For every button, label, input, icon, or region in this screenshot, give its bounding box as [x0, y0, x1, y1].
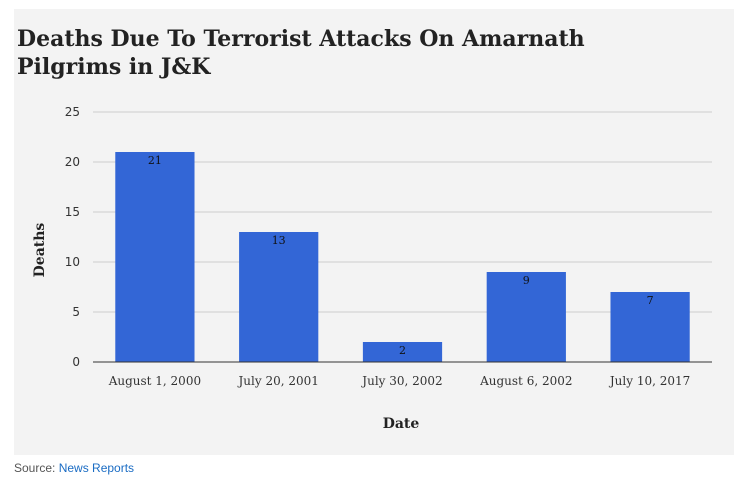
data-label: 13 [272, 234, 286, 247]
source-prefix: Source: [14, 461, 59, 475]
y-tick-label: 25 [65, 105, 80, 119]
y-tick-label: 0 [72, 355, 80, 369]
y-axis-title: Deaths [32, 223, 48, 278]
data-label: 9 [523, 274, 530, 287]
gridlines [93, 111, 712, 313]
y-tick-label: 15 [65, 205, 80, 219]
x-tick-label: August 6, 2002 [479, 374, 572, 388]
bar [239, 232, 319, 362]
bar [362, 342, 443, 362]
source-link[interactable]: News Reports [58, 461, 135, 475]
data-label: 7 [647, 294, 654, 307]
bars: 21 13 2 9 7 [115, 152, 690, 362]
chart-title: Deaths Due To Terrorist Attacks On Amarn… [17, 26, 585, 80]
source-line: Source: News Reports [14, 461, 134, 475]
x-tick-label: August 1, 2000 [108, 374, 201, 388]
y-tick-label: 10 [65, 255, 80, 269]
axes: 0 5 10 15 20 25 August 1, 2000 July 20, 2001 Jul… [65, 105, 712, 388]
data-label: 21 [148, 154, 162, 167]
bar [115, 152, 195, 362]
y-tick-label: 5 [72, 305, 80, 319]
bar [610, 292, 690, 362]
x-axis-title: Date [383, 416, 420, 432]
x-tick-label: July 30, 2002 [360, 374, 442, 388]
data-label: 2 [399, 344, 406, 357]
bar [486, 272, 566, 362]
x-tick-label: July 10, 2017 [608, 374, 690, 388]
y-tick-label: 20 [65, 155, 80, 169]
x-tick-label: July 20, 2001 [236, 374, 318, 388]
